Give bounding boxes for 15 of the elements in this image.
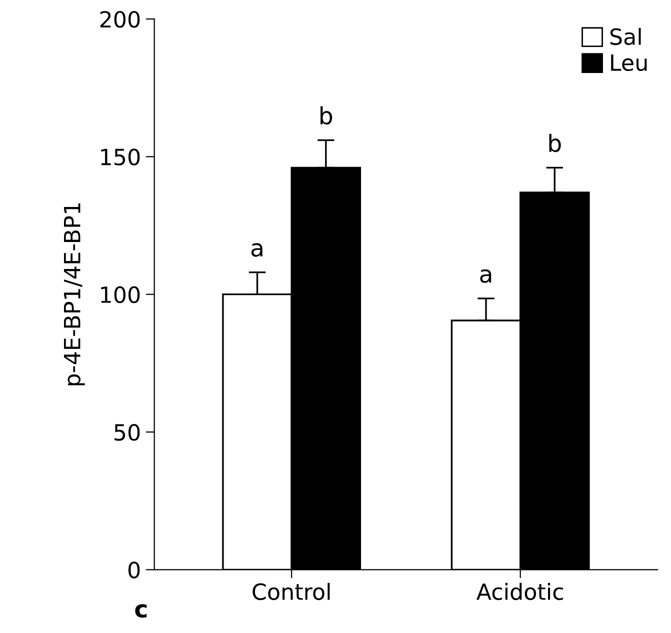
legend-label: Sal: [610, 28, 641, 46]
x-tick-label: Acidotic: [476, 582, 563, 600]
y-tick-label: 50: [114, 424, 140, 441]
y-tick-label: 100: [101, 286, 140, 304]
text: c: [135, 604, 147, 618]
y-tick-label: 200: [100, 10, 140, 28]
data-label: a: [251, 243, 262, 257]
data-label: a: [480, 269, 492, 283]
data-label: b: [320, 106, 332, 125]
x-tick-label: Control: [252, 582, 330, 600]
legend-label: Leu: [611, 54, 647, 72]
y-axis-title: p-4E-BP1/4E-BP1: [64, 203, 85, 386]
y-tick-label: 0: [128, 562, 140, 578]
y-tick-label: 150: [101, 148, 140, 166]
data-label: b: [549, 134, 561, 152]
